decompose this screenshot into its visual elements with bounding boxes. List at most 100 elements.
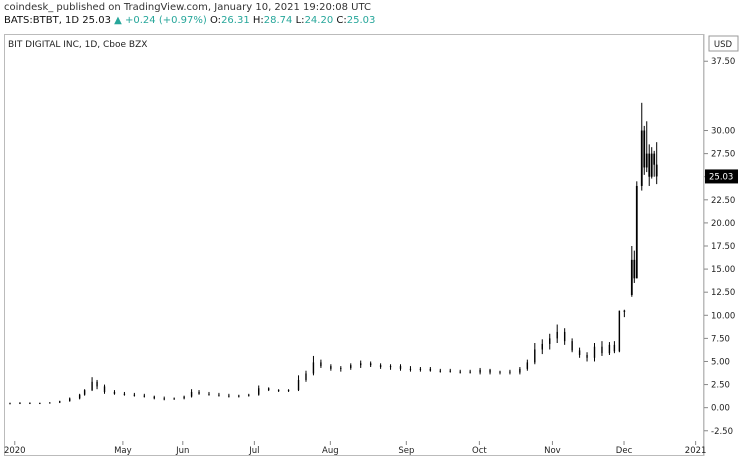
- publish-info: coindesk_ published on TradingView.com, …: [4, 2, 371, 13]
- candle-body: [549, 338, 551, 344]
- candle-body: [526, 362, 529, 369]
- low-label: L:: [295, 15, 305, 26]
- candle-body: [489, 369, 491, 373]
- candle-body: [277, 390, 280, 392]
- candle-body: [19, 403, 21, 405]
- candle-body: [593, 346, 596, 358]
- x-tick-label: Jun: [175, 446, 189, 456]
- candle-body: [163, 398, 165, 400]
- candle-body: [320, 362, 322, 367]
- candle-body: [419, 368, 422, 370]
- x-tick-label: Jul: [248, 446, 259, 456]
- candle-body: [39, 403, 41, 405]
- candle-body: [305, 373, 307, 380]
- y-tick-label: 5.00: [711, 357, 730, 367]
- x-tick-label: Oct: [472, 446, 487, 456]
- y-tick-label: 37.50: [711, 57, 735, 67]
- candle-body: [645, 153, 648, 168]
- candle-body: [208, 393, 210, 395]
- y-tick-label: 27.50: [711, 150, 735, 160]
- candle-body: [449, 370, 451, 372]
- candle-body: [653, 153, 656, 165]
- candle-body: [623, 310, 626, 312]
- y-tick-label: 17.50: [711, 242, 735, 252]
- candle-body: [439, 370, 441, 372]
- candle-body: [312, 362, 315, 374]
- y-tick-label: 0.00: [711, 404, 730, 414]
- symbol-label: BATS:BTBT, 1D: [4, 15, 80, 26]
- high-label: H:: [252, 15, 264, 26]
- candle-body: [360, 363, 362, 366]
- high-value: 28.74: [263, 15, 293, 26]
- candle-body: [429, 368, 432, 371]
- y-tick-label: 10.00: [711, 311, 735, 321]
- candle-body: [287, 390, 290, 392]
- candle-body: [399, 366, 402, 369]
- candle-body: [459, 371, 461, 373]
- y-tick-label: 12.50: [711, 288, 735, 298]
- candles: [9, 102, 658, 405]
- candle-body: [571, 341, 573, 351]
- x-tick-label: Aug: [322, 446, 339, 456]
- candle-body: [190, 391, 193, 397]
- candle-body: [340, 367, 342, 369]
- y-tick-label: 22.50: [711, 196, 735, 206]
- candle-body: [479, 369, 481, 373]
- candle-body: [635, 185, 638, 279]
- candle-body: [541, 343, 543, 350]
- currency-button-label: USD: [714, 40, 733, 50]
- candle-body: [509, 371, 511, 373]
- price-axis: 37.5030.0027.5025.0022.5020.0017.5015.00…: [704, 57, 735, 437]
- change-value: +0.24 (+0.97%): [125, 15, 207, 26]
- low-value: 24.20: [304, 15, 334, 26]
- currency-button[interactable]: [708, 35, 739, 52]
- x-tick-label: 2020: [4, 446, 26, 456]
- chart-title: BIT DIGITAL INC, 1D, Cboe BZX: [8, 40, 147, 50]
- candle-body: [563, 331, 566, 342]
- x-tick-label: Dec: [616, 446, 633, 456]
- candle-body: [330, 366, 332, 369]
- candle-body: [650, 153, 653, 177]
- y-tick-label: 20.00: [711, 219, 735, 229]
- candle-body: [267, 388, 270, 391]
- candle-body: [218, 394, 220, 396]
- candle-body: [9, 403, 11, 405]
- y-tick-label: 15.00: [711, 265, 735, 275]
- y-tick-label: 2.50: [711, 381, 730, 391]
- candle-body: [633, 259, 636, 279]
- close-value: 25.03: [346, 15, 376, 26]
- candle-body: [113, 391, 116, 394]
- candle-body: [183, 396, 185, 399]
- x-tick-label: Sep: [398, 446, 414, 456]
- candle-body: [640, 130, 643, 186]
- candle-body: [96, 381, 98, 387]
- candle-body: [91, 381, 93, 391]
- x-tick-label: May: [114, 446, 132, 456]
- candle-body: [648, 153, 651, 177]
- candle-body: [68, 398, 71, 402]
- candle-body: [133, 394, 136, 396]
- x-tick-label: 2021: [685, 446, 707, 456]
- candle-body: [248, 394, 250, 396]
- time-axis: 2020 May Jun Jul Aug Sep Oct Nov Dec 2021: [4, 441, 706, 456]
- candle-body: [350, 365, 352, 368]
- candle-body: [238, 395, 240, 397]
- candle-body: [586, 355, 588, 358]
- last-price-tag-label: 25.03: [709, 172, 733, 182]
- candle-body: [534, 349, 536, 363]
- candle-body: [153, 396, 155, 399]
- candle-body: [608, 344, 611, 354]
- y-tick-label: 7.50: [711, 334, 730, 344]
- candle-body: [469, 371, 471, 373]
- candle-body: [228, 395, 230, 397]
- candle-body: [601, 346, 603, 354]
- candle-body: [198, 391, 200, 394]
- candle-body: [143, 395, 146, 397]
- candle-body: [613, 344, 616, 352]
- last-price: 25.03: [82, 15, 111, 26]
- close-label: C:: [336, 15, 347, 26]
- x-tick-label: Nov: [544, 446, 561, 456]
- candle-body: [379, 365, 382, 368]
- open-label: O:: [209, 15, 222, 26]
